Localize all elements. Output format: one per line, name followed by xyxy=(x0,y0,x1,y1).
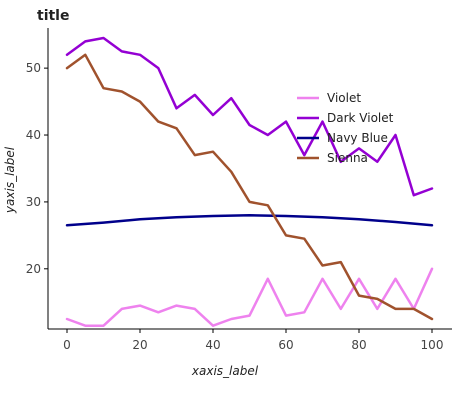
series-line-dark-violet xyxy=(65,36,434,197)
series-line-navy-blue xyxy=(65,214,434,227)
x-tick-label: 0 xyxy=(63,338,71,352)
chart-title: title xyxy=(37,8,69,24)
x-tick-label: 100 xyxy=(421,338,444,352)
y-axis-title: yaxis_label xyxy=(3,146,17,214)
x-tick-label: 20 xyxy=(132,338,147,352)
x-tick-label: 60 xyxy=(278,338,293,352)
x-axis-title: xaxis_label xyxy=(191,364,259,378)
y-tick-label: 30 xyxy=(26,195,41,209)
y-axis-ticks: 20 30 40 50 xyxy=(26,61,48,276)
y-tick-label: 40 xyxy=(26,128,41,142)
series-line-violet xyxy=(65,267,434,327)
legend-label: Dark Violet xyxy=(327,111,394,125)
plot-area xyxy=(65,36,434,327)
legend-label: Violet xyxy=(327,91,361,105)
legend-label: Navy Blue xyxy=(327,131,388,145)
y-tick-label: 50 xyxy=(26,61,41,75)
series-line-sienna xyxy=(65,53,434,321)
x-tick-label: 80 xyxy=(351,338,366,352)
x-axis-ticks: 0 20 40 60 80 100 xyxy=(63,329,443,352)
y-tick-label: 20 xyxy=(26,262,41,276)
legend-label: Sienna xyxy=(327,151,368,165)
legend: Violet Dark Violet Navy Blue Sienna xyxy=(297,91,394,165)
x-tick-label: 40 xyxy=(205,338,220,352)
